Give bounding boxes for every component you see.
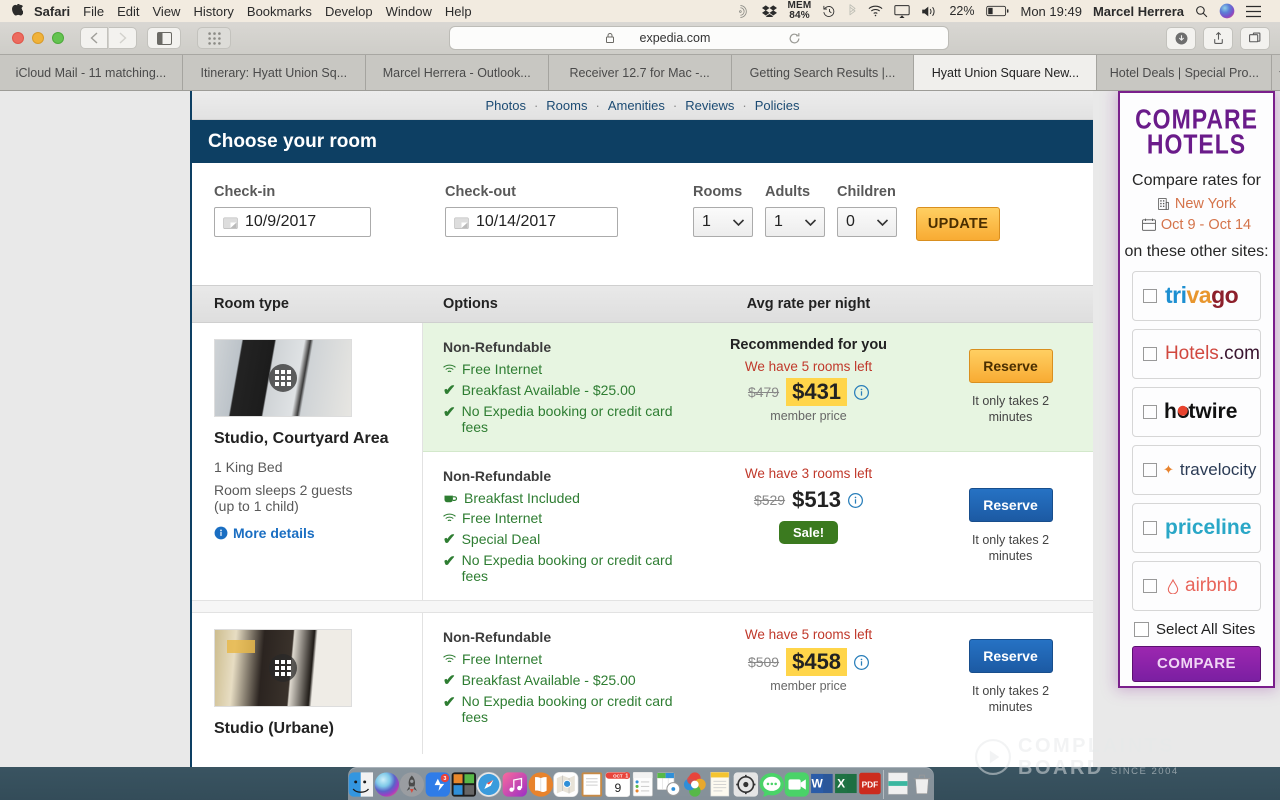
svg-text:W: W (811, 777, 823, 791)
svg-text:PDF: PDF (861, 780, 878, 790)
svg-text:1: 1 (625, 773, 628, 779)
svg-text:3: 3 (443, 776, 446, 782)
svg-text:9: 9 (614, 781, 621, 795)
svg-text:X: X (837, 777, 845, 791)
svg-text:OCT: OCT (613, 773, 623, 778)
